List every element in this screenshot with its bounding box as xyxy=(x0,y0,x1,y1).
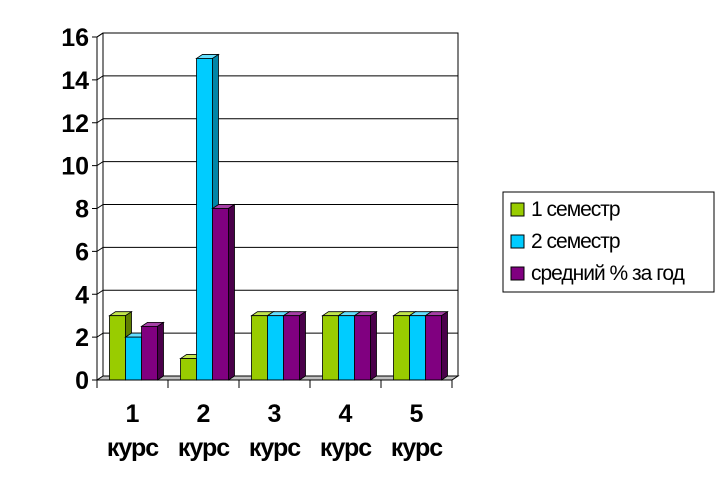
y-tick-label: 6 xyxy=(75,238,89,266)
y-tick-label: 12 xyxy=(61,110,89,138)
legend-label: 2 семестр xyxy=(531,230,620,253)
y-tick-label: 2 xyxy=(75,324,89,352)
gridline-side xyxy=(96,204,104,209)
bar xyxy=(409,315,426,381)
gridline-side xyxy=(96,75,104,81)
bar xyxy=(425,315,442,381)
bar xyxy=(251,315,268,381)
legend-swatch xyxy=(510,234,525,249)
y-tick-label: 4 xyxy=(75,281,89,309)
y-tick-label: 14 xyxy=(61,67,89,95)
bar xyxy=(109,315,126,381)
x-tick-label: 1 xyxy=(126,400,140,428)
bar xyxy=(196,58,213,381)
bar xyxy=(338,315,355,381)
x-tick-label: курс xyxy=(249,434,301,462)
x-tick-label: курс xyxy=(107,434,159,462)
x-tick-label: 3 xyxy=(268,400,282,428)
gridline-side xyxy=(96,32,104,38)
gridline-side xyxy=(96,332,104,338)
legend-box xyxy=(502,191,715,293)
gridline-side xyxy=(96,246,104,252)
bar-side xyxy=(441,310,448,381)
legend-label: 1 семестр xyxy=(531,198,620,221)
bar xyxy=(393,315,410,381)
y-tick-label: 0 xyxy=(75,367,89,395)
bar xyxy=(283,315,300,381)
bar xyxy=(141,326,158,381)
x-tick-label: 5 xyxy=(410,400,424,428)
y-tick-label: 8 xyxy=(75,196,89,224)
x-tick-label: курс xyxy=(178,434,230,462)
legend-swatch xyxy=(510,266,525,281)
bar-side xyxy=(370,310,377,381)
bar-side xyxy=(157,321,164,381)
bar xyxy=(180,358,197,381)
gridline-side xyxy=(96,118,104,124)
bar xyxy=(125,336,142,381)
y-tick-label: 10 xyxy=(61,153,89,181)
x-tick-label: 2 xyxy=(197,400,211,428)
x-tick-label: курс xyxy=(320,434,372,462)
x-tick-label: 4 xyxy=(339,400,353,428)
y-tick-label: 16 xyxy=(61,24,89,52)
gridline-side xyxy=(96,289,104,295)
legend-label: средний % за год xyxy=(531,262,685,285)
bar-side xyxy=(299,310,306,381)
axes: 0 2 4 6 8 10 12 14 16 1 курс 2 курс 3 курс 4 курс 5 курс xyxy=(61,24,453,462)
bar xyxy=(354,315,371,381)
bar-side xyxy=(228,203,235,381)
gridline-side xyxy=(96,161,104,167)
bar xyxy=(212,208,229,381)
legend-swatch xyxy=(510,202,525,217)
bar xyxy=(267,315,284,381)
x-tick-label: курс xyxy=(391,434,443,462)
legend: 1 семестр 2 семестр средний % за год xyxy=(502,191,715,293)
bars xyxy=(108,53,449,381)
bar xyxy=(322,315,339,381)
